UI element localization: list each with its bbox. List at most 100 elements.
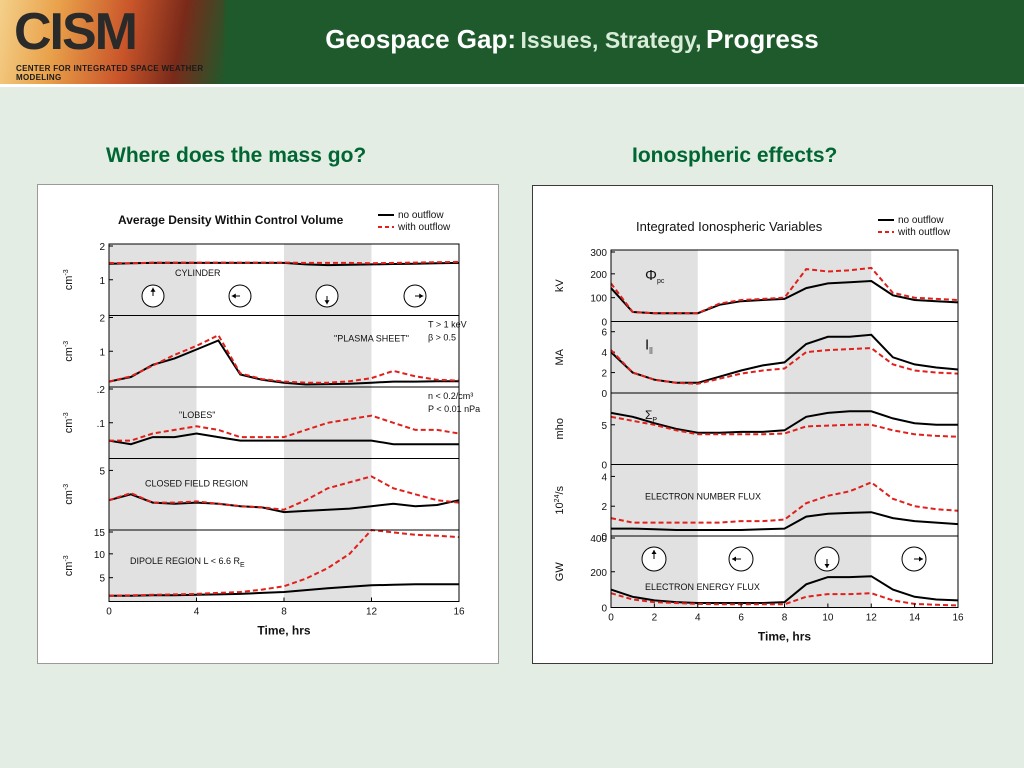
series-line-with-outflow [610,347,959,385]
y-tick-label: 1 [99,276,105,287]
y-tick-label: 4 [601,472,607,483]
arrow-head [651,550,657,554]
y-tick-label: 1 [99,347,105,358]
panel-note: n < 0.2/cm³ [428,391,473,401]
series-line-no-outflow [610,575,959,604]
y-axis-label: MA [554,348,566,365]
ionosphere-figure: Integrated Ionospheric Variables no outfl… [532,185,993,664]
y-axis-label: cm-3 [63,269,75,290]
arrow-head [231,293,236,299]
x-tick-label: 8 [782,613,788,624]
series-line-with-outflow [610,481,959,524]
ionosphere-chart: Integrated Ionospheric Variables no outfl… [554,215,964,644]
y-tick-label: 300 [590,248,607,259]
series-line-no-outflow [610,410,958,434]
y-tick-label: 15 [94,528,106,539]
title-main: Geospace Gap: [325,24,516,54]
y-axis-label: 1024/s [554,485,566,514]
chart-title: Average Density Within Control Volume [118,213,344,227]
y-axis-label: GW [554,562,566,582]
panel-label: I|| [645,337,653,355]
x-tick-label: 10 [822,613,834,624]
y-tick-label: .2 [97,385,106,396]
y-tick-label: 5 [99,466,105,477]
x-tick-label: 16 [952,613,964,624]
y-tick-label: 5 [99,574,105,585]
y-tick-label: 400 [590,534,607,545]
series-line-with-outflow [610,592,959,607]
series-line-no-outflow [108,493,460,514]
panel-label: ELECTRON ENERGY FLUX [645,582,760,592]
y-tick-label: 0 [601,604,607,615]
panel-note: β > 0.5 [428,333,456,343]
y-tick-label: 10 [94,550,106,561]
x-axis-label: Time, hrs [257,624,310,638]
series-line-with-outflow [109,414,460,442]
x-tick-label: 16 [453,607,465,618]
density-chart: Average Density Within Control Volume no … [63,210,480,638]
y-axis-label: kV [554,279,566,293]
density-figure: Average Density Within Control Volume no … [37,184,499,664]
title-mid: Issues, Strategy, [520,27,702,53]
legend-label: no outflow [398,210,444,221]
y-axis-label: cm-3 [63,341,75,362]
arrow-head [732,556,736,562]
series-line-with-outflow [108,475,460,511]
slide-title: Geospace Gap: Issues, Strategy, Progress [0,24,1024,55]
slide-header: CISM CENTER FOR INTEGRATED SPACE WEATHER… [0,0,1024,87]
y-tick-label: 0 [601,532,607,543]
y-tick-label: 0 [601,318,607,329]
x-tick-label: 12 [366,607,378,618]
x-tick-label: 4 [194,607,200,618]
y-tick-label: 6 [601,328,607,339]
y-tick-label: 5 [601,421,607,432]
x-tick-label: 2 [652,613,658,624]
series-line-with-outflow [610,266,959,315]
legend-label: with outflow [397,222,451,233]
y-tick-label: 200 [590,270,607,281]
panel-label: CLOSED FIELD REGION [145,479,248,489]
question-left: Where does the mass go? [106,144,367,167]
panel-label: CYLINDER [175,268,221,278]
y-tick-label: 100 [590,294,607,305]
series-line-no-outflow [108,339,459,386]
y-axis-label: cm-3 [63,484,75,505]
panel-note: P < 0.01 nPa [428,404,480,414]
arrow-head [324,300,330,305]
x-tick-label: 12 [866,613,878,624]
series-line-no-outflow [611,511,959,531]
panel-label: DIPOLE REGION L < 6.6 RE [130,556,245,569]
panel-label: "PLASMA SHEET" [334,334,409,344]
y-axis-label: cm-3 [63,555,75,576]
chart-title: Integrated Ionospheric Variables [636,219,823,234]
y-tick-label: 2 [99,314,105,325]
y-tick-label: 4 [601,348,607,359]
panel-note: T > 1 keV [428,320,467,330]
arrow-head [150,287,156,292]
series-line-with-outflow [108,260,460,265]
legend-label: no outflow [898,215,944,226]
legend-label: with outflow [897,227,951,238]
y-tick-label: 0 [601,461,607,472]
series-line-no-outflow [108,432,459,446]
question-right: Ionospheric effects? [632,144,838,167]
y-tick-label: 200 [590,568,607,579]
arrow-head [824,564,830,568]
y-axis-label: mho [554,418,566,439]
arrow-head [919,556,923,562]
y-tick-label: 2 [601,502,607,513]
series-line-with-outflow [610,415,959,438]
y-tick-label: 0 [601,389,607,400]
x-tick-label: 8 [281,607,287,618]
arrow-head [419,293,424,299]
series-line-with-outflow [108,528,460,597]
logo-text: CISM [14,3,138,61]
y-tick-label: 2 [99,242,105,253]
panel-label: ELECTRON NUMBER FLUX [645,492,761,502]
x-tick-label: 0 [608,613,614,624]
x-tick-label: 6 [738,613,744,624]
title-end: Progress [706,24,819,54]
x-axis-label: Time, hrs [758,630,811,644]
x-tick-label: 4 [695,613,701,624]
y-tick-label: .1 [97,419,106,430]
